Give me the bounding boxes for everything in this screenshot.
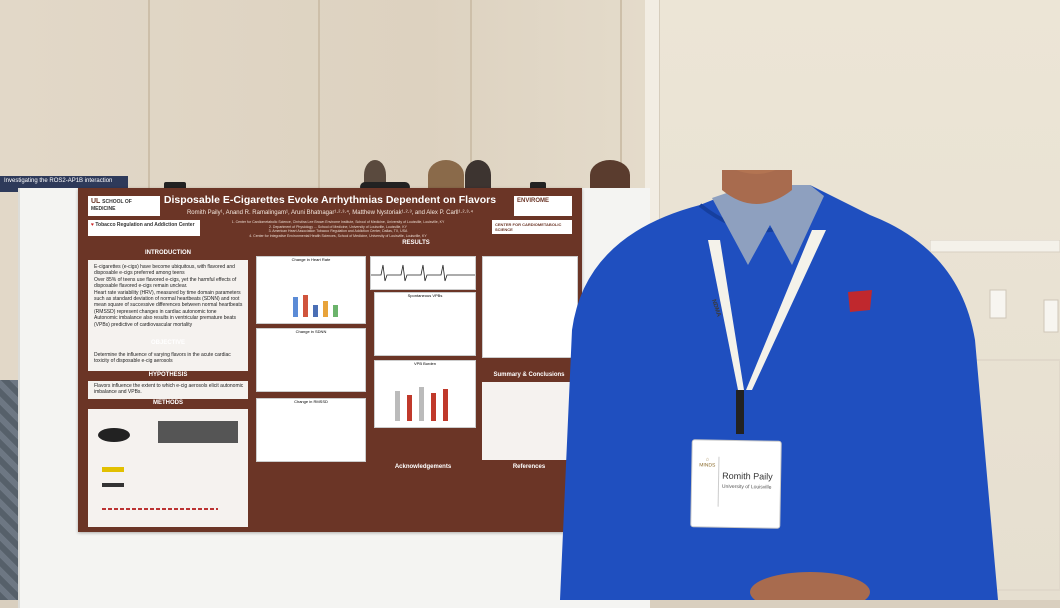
plot-bar (431, 393, 436, 421)
affiliation-line: 3. American Heart Association Tobacco Re… (268, 229, 408, 233)
ecg-waveform (371, 264, 475, 282)
plot-bar (395, 391, 400, 421)
background-person-head (428, 160, 464, 190)
wall-panel-seam (318, 0, 320, 190)
affiliation-line: 2. Department of Physiology ... School o… (269, 224, 407, 229)
poster-title: Disposable E-Cigarettes Evoke Arrhythmia… (163, 194, 497, 206)
objective-card: Determine the influence of varying flavo… (88, 349, 248, 371)
envirome-logo: ENVIROME (514, 196, 572, 216)
plot-bar (333, 305, 338, 317)
section-results: RESULTS (402, 240, 430, 246)
intro-bullets: E-cigarettes (e-cigs) have become ubiqui… (94, 264, 244, 328)
face (736, 170, 776, 174)
objective-text: Determine the influence of varying flavo… (94, 352, 231, 365)
background-person-head (465, 160, 491, 190)
plot-bar (407, 395, 412, 421)
binder-clip (164, 182, 186, 192)
intro-card: E-cigarettes (e-cigs) have become ubiqui… (88, 260, 248, 354)
cardinal-pin-icon (848, 290, 872, 312)
blue-quarter-zip (560, 185, 998, 600)
badge-name: Romith Paily (722, 470, 773, 482)
heart-rate-plot: Change in Heart Rate (256, 256, 366, 324)
flavor-plots (482, 256, 578, 358)
envirome-logo-text: ENVIROME (517, 198, 550, 204)
plot-title: Change in Heart Rate (291, 257, 331, 262)
methods-diagram (98, 421, 238, 510)
wall-panel-seam (470, 0, 472, 190)
plot-bar (303, 295, 308, 317)
intro-bullet: Autonomic imbalance also results in vent… (94, 315, 237, 328)
section-references: References (512, 464, 546, 470)
ul-logo: UL SCHOOL OF MEDICINE (88, 196, 160, 216)
section-introduction: INTRODUCTION (145, 250, 191, 256)
wainscot-panels (930, 240, 1060, 591)
badge-logo: ⌂ MINDS (695, 456, 720, 507)
research-poster: UL SCHOOL OF MEDICINE ♥ Tobacco Regulati… (78, 188, 582, 532)
section-objective: OBJECTIVE (150, 340, 185, 346)
cardio-logo-text: CENTER FOR CARDIOMETABOLIC SCIENCE (495, 222, 562, 232)
plot-bar (443, 389, 448, 421)
ul-logo-text: SCHOOL OF MEDICINE (91, 199, 132, 212)
vpb-burden-plot: VPB Burden (374, 360, 476, 428)
background-poster-title: Investigating the ROS2-AP1B interaction (4, 178, 113, 184)
affiliation-line: 1. Center for Cardiometabolic Science, C… (231, 220, 445, 224)
intro-bullet: Over 85% of teens use flavored e-cigs, y… (94, 276, 237, 290)
sdnn-plot: Change in SDNN (256, 328, 366, 392)
wall-panel-seam (148, 0, 150, 190)
hypothesis-text: Flavors influence the extent to which e-… (94, 383, 244, 396)
wall-panel-seam (620, 0, 622, 190)
vpb-plot: Spontaneous VPBs (374, 292, 476, 356)
cardio-logo: CENTER FOR CARDIOMETABOLIC SCIENCE (492, 220, 572, 234)
poster-affiliations: 1. Center for Cardiometabolic Science, C… (218, 220, 458, 238)
badge-logo-text: MINDS (699, 462, 716, 469)
poster-authors: Romith Paily¹, Anand R. Ramalingam¹, Aru… (186, 210, 474, 216)
aha-logo: ♥ Tobacco Regulation and Addiction Cente… (88, 220, 200, 236)
plot-bar (419, 387, 424, 421)
ul-logo-mark: UL (91, 198, 101, 205)
intro-bullet: E-cigarettes (e-cigs) have become ubiqui… (94, 264, 235, 277)
lanyard (746, 230, 826, 390)
badge-affiliation: University of Louisville (721, 483, 772, 491)
ecg-trace (370, 256, 476, 290)
plot-title: Spontaneous VPBs (407, 293, 443, 298)
section-summary: Summary & Conclusions (493, 372, 565, 378)
plaid-collar (712, 185, 824, 265)
background-person-head (590, 160, 630, 190)
plot-title: Change in SDNN (295, 329, 327, 334)
plot-bar (313, 305, 318, 317)
methods-card (88, 409, 248, 527)
plot-bar (323, 301, 328, 317)
intro-bullet: Heart rate variability (HRV), measured b… (94, 289, 243, 315)
plot-title: VPB Burden (413, 361, 436, 366)
plot-title: Change in RMSSD (294, 399, 328, 404)
presenter: NDMA (560, 170, 998, 600)
summary-card (482, 382, 576, 460)
name-badge: ⌂ MINDS Romith Paily University of Louis… (690, 439, 782, 529)
heart-icon: ♥ (91, 222, 94, 228)
hypothesis-card: Flavors influence the extent to which e-… (88, 381, 248, 399)
binder-clip (530, 182, 546, 192)
rmssd-plot: Change in RMSSD (256, 398, 366, 462)
plot-bar (293, 297, 298, 317)
binder-clip (360, 182, 410, 192)
aha-logo-text: Tobacco Regulation and Addiction Center (95, 222, 195, 228)
section-hypothesis: HYPOTHESIS (148, 372, 188, 378)
lanyard-text: NDMA (710, 299, 721, 319)
affiliation-line: 4. Center for Integrative Environmental … (249, 233, 427, 238)
section-acknowledgements: Acknowledgements (394, 464, 452, 470)
section-methods: METHODS (153, 400, 183, 406)
